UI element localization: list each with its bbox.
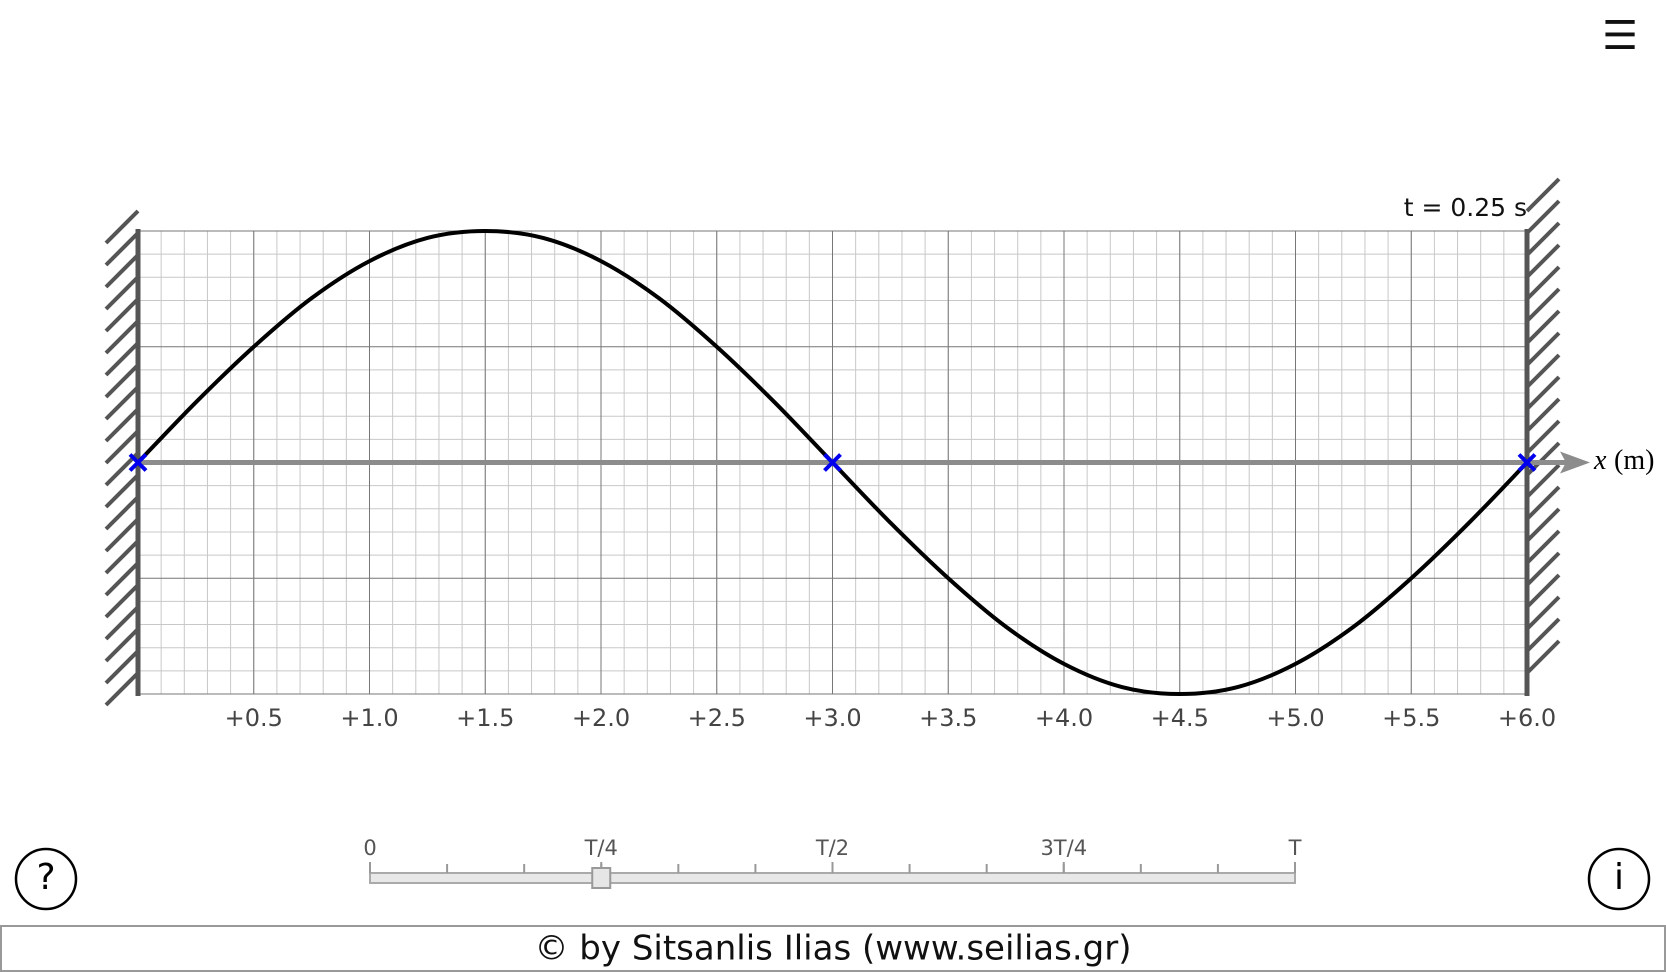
wall-hatch [1525,573,1561,609]
x-tick-label: +3.5 [919,704,977,732]
wall-hatch [1525,397,1561,433]
slider-thumb[interactable] [591,867,612,889]
x-tick-label: +1.0 [340,704,398,732]
x-axis-symbol: x [1593,445,1607,476]
wall-hatch [1525,463,1561,499]
wall-hatch [104,671,140,707]
x-tick-label: +1.5 [456,704,514,732]
wall-hatch [1525,551,1561,587]
node-marker [823,453,842,472]
walls [104,177,1561,707]
simulation: +0.5 +1.0 +1.5 +2.0 +2.5 +3.0 +3.5 +4.0 +4.5 +5.0… [104,177,1654,889]
wall-hatch [104,583,140,619]
node-marker [128,453,148,472]
wall-hatch [104,473,140,509]
footer-text: © by Sitsanlis Ilias (www.seilias.gr) [535,929,1132,969]
wall-hatch [1525,375,1561,411]
wall-hatch [1525,639,1561,675]
wall-hatch [1525,199,1561,235]
wall-hatch [104,539,140,575]
wall-hatch [104,363,140,399]
x-tick-label: +4.5 [1151,704,1209,732]
wall-hatch [104,253,140,289]
wall-hatch [1525,595,1561,631]
wall-hatch [104,231,140,267]
wall-hatch [1525,485,1561,521]
wall-hatch [1525,177,1561,213]
x-tick-label: +5.0 [1266,704,1324,732]
time-slider: 0 T/4 T/2 3T/4 T [363,836,1302,889]
wall-hatch [104,429,140,465]
wall-hatch [104,561,140,597]
wall-hatch [104,495,140,531]
wall-hatch [1525,617,1561,653]
x-tick-label: +2.5 [688,704,746,732]
wall-hatch [1525,243,1561,279]
slider-tick-label: 3T/4 [1040,836,1087,860]
help-button[interactable] [14,847,78,911]
wall-hatch [104,319,140,355]
slider-tick-label: T/4 [584,836,618,860]
wall-hatch [104,341,140,377]
x-tick-label: +5.5 [1382,704,1440,732]
x-tick-label: +3.0 [803,704,861,732]
slider-tick-label: T [1288,836,1302,860]
x-tick-label: +0.5 [225,704,283,732]
x-tick-label: +2.0 [572,704,630,732]
wall-hatch [104,275,140,311]
wall-hatch [104,297,140,333]
slider-tick-label: T/2 [815,836,849,860]
wall-hatch [104,385,140,421]
time-label: t = 0.25 s [1404,193,1527,222]
node-marker [1517,453,1537,472]
footer-bar [0,925,1666,972]
slider-tick-label: 0 [363,836,376,860]
wall-hatch [1525,221,1561,257]
wall-hatch [1525,507,1561,543]
wall-hatch [1525,529,1561,565]
wall-hatch [104,649,140,685]
wall-hatch [1525,331,1561,367]
menu-button[interactable]: ☰ [1602,13,1638,59]
wall-hatch [104,517,140,553]
x-axis-unit: (m) [1614,445,1654,476]
info-icon[interactable]: i [1614,857,1624,898]
wall-hatch [104,627,140,663]
wall-hatch [1525,309,1561,345]
x-tick-label: +6.0 [1498,704,1556,732]
x-tick-label: +4.0 [1035,704,1093,732]
wall-hatch [104,407,140,443]
info-button[interactable] [1587,847,1651,911]
wall-hatch [1525,419,1561,455]
slider-track [369,872,1296,884]
wall-hatch [104,209,140,245]
x-axis-arrow [1560,451,1590,474]
wall-hatch [104,605,140,641]
help-icon[interactable]: ? [36,857,55,898]
wall-hatch [1525,353,1561,389]
wall-hatch [1525,265,1561,301]
wall-hatch [1525,287,1561,323]
